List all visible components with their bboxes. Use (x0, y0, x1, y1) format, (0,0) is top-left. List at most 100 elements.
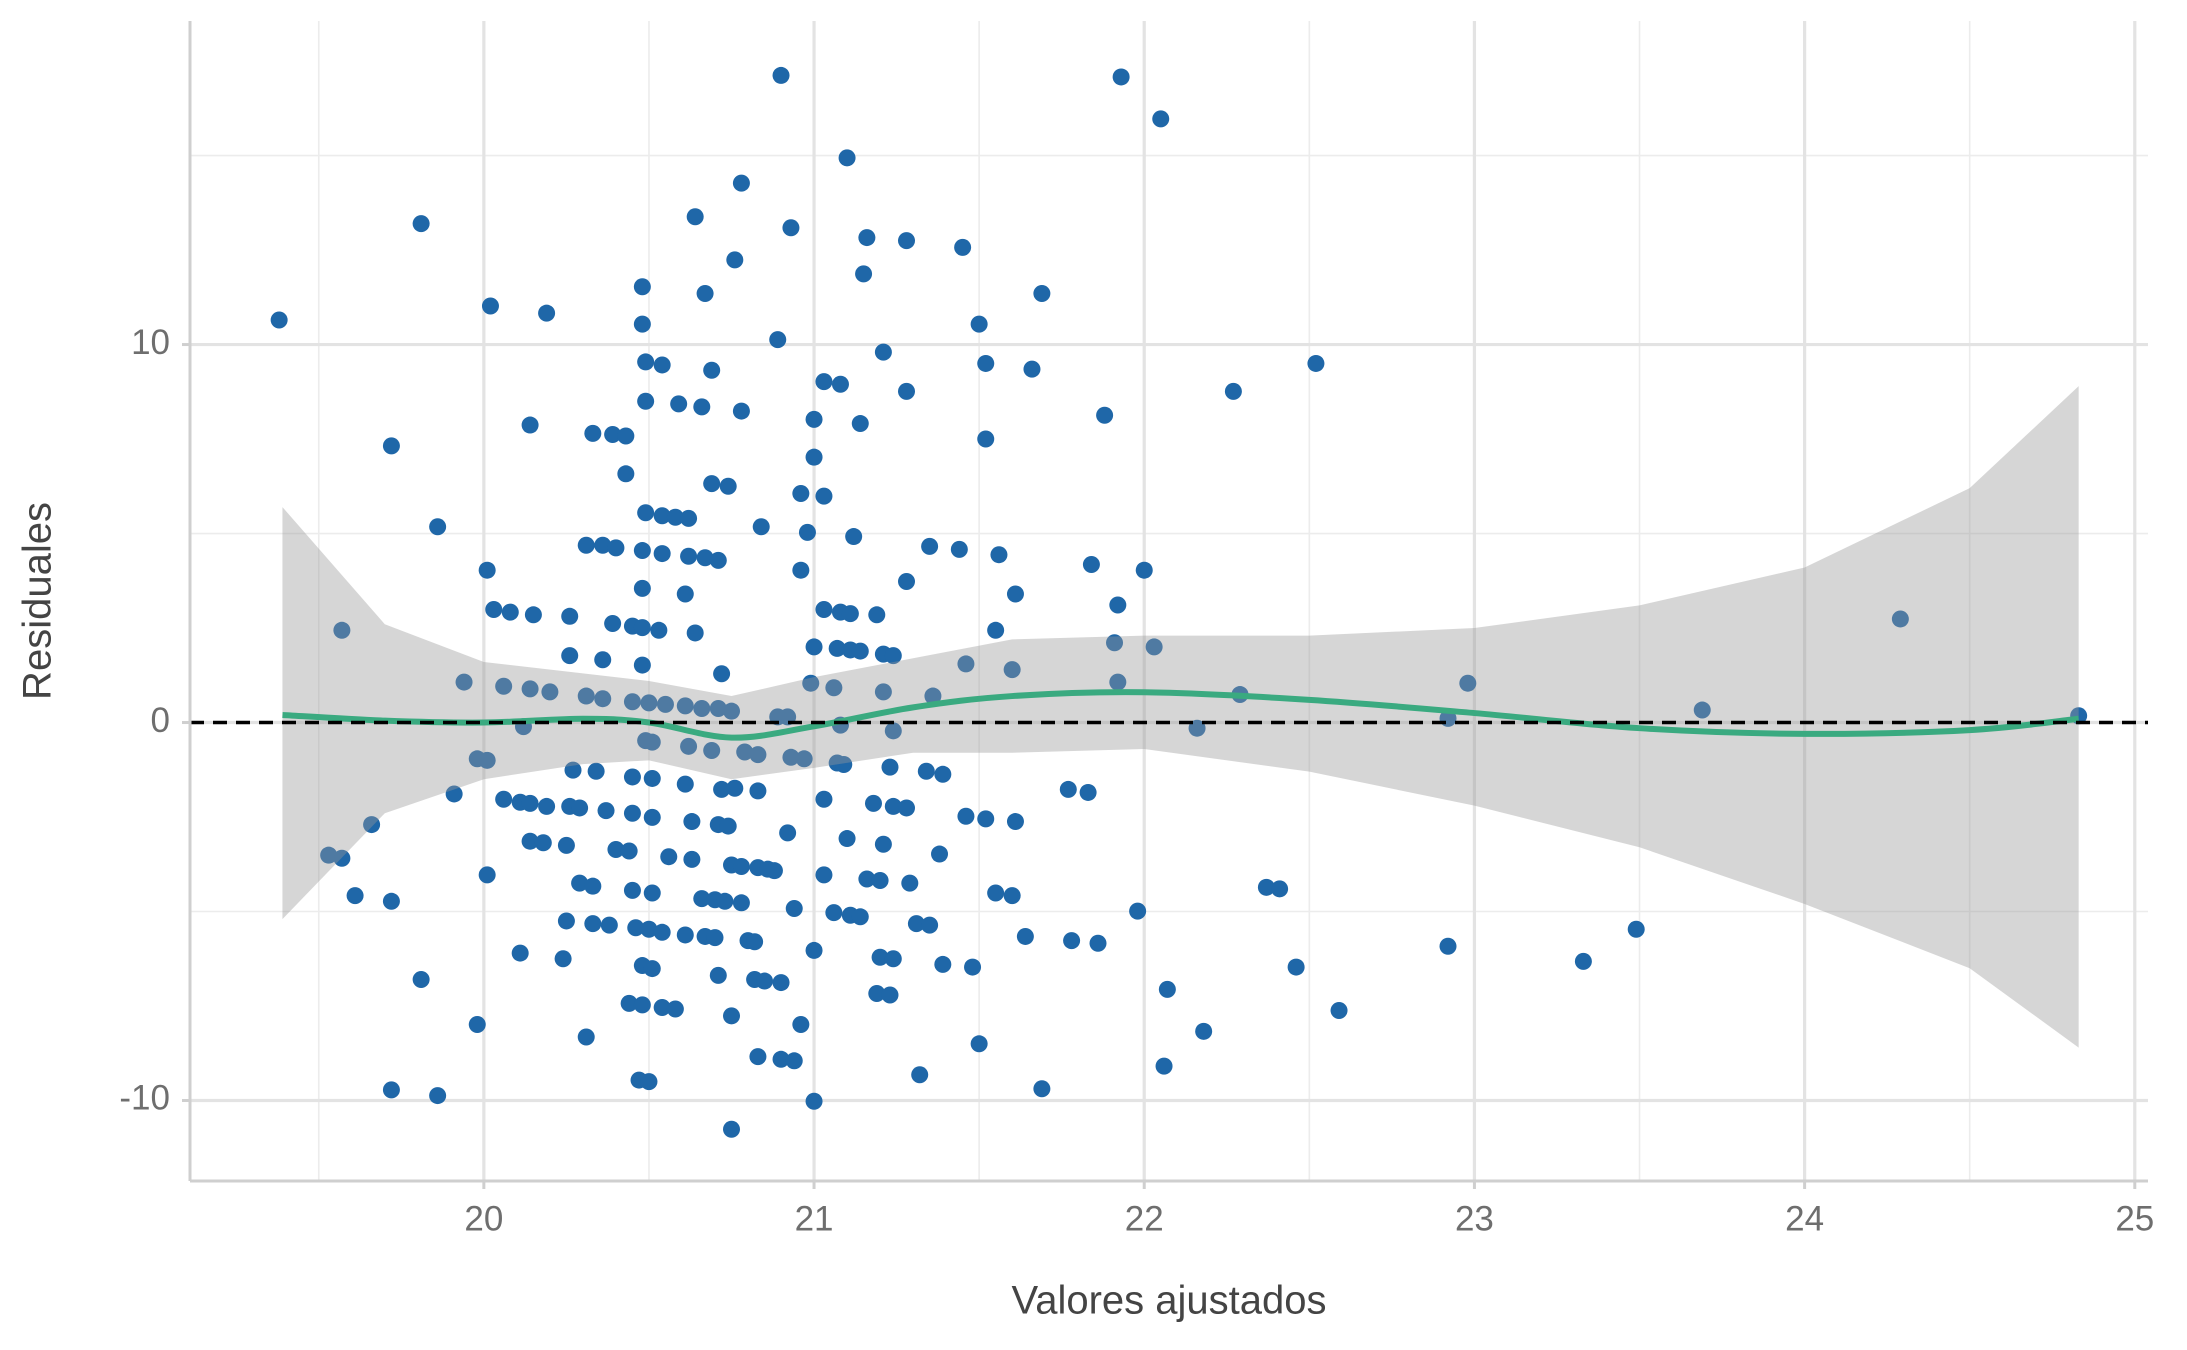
point (706, 929, 724, 947)
point (521, 832, 539, 850)
point (643, 769, 661, 787)
point (957, 655, 975, 673)
point (653, 545, 671, 563)
point (686, 208, 704, 226)
point (990, 546, 1008, 564)
point (1145, 638, 1163, 656)
point (571, 874, 589, 892)
x-tick-label: 22 (1125, 1199, 1164, 1238)
point (643, 884, 661, 902)
point (716, 892, 734, 910)
point (521, 416, 539, 434)
point (921, 916, 939, 934)
point (670, 395, 688, 413)
point (792, 484, 810, 502)
point (874, 835, 892, 853)
point (884, 797, 902, 815)
point (838, 149, 856, 167)
point (1082, 556, 1100, 574)
point (637, 353, 655, 371)
point (825, 904, 843, 922)
point (676, 697, 694, 715)
point (587, 762, 605, 780)
point (584, 877, 602, 895)
point (640, 1073, 658, 1091)
point (637, 504, 655, 522)
point (1112, 68, 1130, 86)
x-tick-label: 25 (2115, 1199, 2154, 1238)
point (607, 841, 625, 859)
point (769, 331, 787, 349)
point (1152, 110, 1170, 128)
point (561, 607, 579, 625)
point (1059, 780, 1077, 798)
point (921, 537, 939, 555)
point (412, 215, 430, 233)
point (524, 606, 542, 624)
point (320, 846, 338, 864)
point (815, 487, 833, 505)
point (874, 343, 892, 361)
point (1096, 406, 1114, 424)
point (772, 66, 790, 84)
point (815, 601, 833, 619)
point (683, 850, 701, 868)
point (871, 948, 889, 966)
point (950, 540, 968, 558)
point (732, 858, 750, 876)
point (600, 916, 618, 934)
point (594, 690, 612, 708)
point (1271, 880, 1289, 898)
point (561, 647, 579, 665)
point (934, 765, 952, 783)
point (851, 415, 869, 433)
point (805, 638, 823, 656)
point (680, 737, 698, 755)
point (594, 536, 612, 554)
point (1287, 958, 1305, 976)
point (1459, 674, 1477, 692)
x-tick-label: 20 (464, 1199, 503, 1238)
point (346, 887, 364, 905)
point (805, 410, 823, 428)
point (825, 679, 843, 697)
point (898, 573, 916, 591)
point (898, 382, 916, 400)
point (792, 1016, 810, 1034)
point (792, 561, 810, 579)
point (868, 606, 886, 624)
point (1574, 952, 1592, 970)
point (617, 427, 635, 445)
point (653, 356, 671, 374)
point (723, 702, 741, 720)
point (765, 862, 783, 880)
point (713, 665, 731, 683)
point (617, 465, 635, 483)
point (653, 923, 671, 941)
point (1106, 634, 1124, 652)
point (445, 785, 463, 803)
point (1033, 1080, 1051, 1098)
point (538, 304, 556, 322)
point (924, 687, 942, 705)
point (604, 426, 622, 444)
point (911, 1066, 929, 1084)
point (1089, 934, 1107, 952)
point (871, 872, 889, 890)
point (957, 807, 975, 825)
point (633, 542, 651, 560)
point (382, 437, 400, 455)
point (680, 547, 698, 565)
point (1891, 610, 1909, 628)
point (970, 1035, 988, 1053)
point (429, 1087, 447, 1105)
point (815, 373, 833, 391)
point (802, 674, 820, 692)
point (703, 361, 721, 379)
point (643, 808, 661, 826)
point (620, 994, 638, 1012)
y-tick-label: 10 (131, 323, 170, 362)
point (1257, 878, 1275, 896)
point (623, 768, 641, 786)
